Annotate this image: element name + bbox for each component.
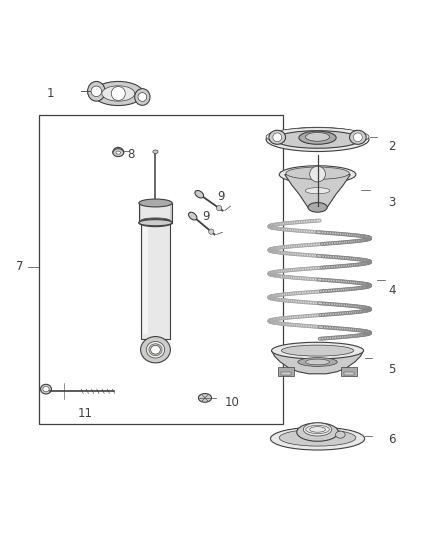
Circle shape [111, 86, 125, 101]
Text: 2: 2 [388, 140, 396, 152]
Ellipse shape [297, 423, 338, 441]
Circle shape [208, 229, 214, 235]
Ellipse shape [350, 130, 366, 144]
Ellipse shape [88, 82, 105, 101]
Text: 11: 11 [78, 407, 93, 419]
Ellipse shape [102, 86, 135, 101]
Circle shape [273, 133, 282, 142]
Ellipse shape [141, 336, 170, 363]
Ellipse shape [153, 150, 158, 154]
Bar [141, 205, 170, 221]
Text: 3: 3 [389, 197, 396, 209]
Ellipse shape [198, 393, 212, 402]
Text: 8: 8 [128, 148, 135, 161]
Text: 6: 6 [388, 433, 396, 446]
Text: 9: 9 [202, 209, 210, 223]
Bar [143, 225, 148, 334]
Circle shape [216, 206, 222, 211]
Ellipse shape [266, 128, 369, 146]
Ellipse shape [299, 131, 336, 144]
Ellipse shape [281, 345, 354, 356]
Ellipse shape [286, 167, 350, 179]
Circle shape [353, 133, 362, 142]
Bar [39, 115, 283, 424]
Ellipse shape [275, 131, 360, 148]
Ellipse shape [305, 133, 330, 141]
Ellipse shape [113, 149, 124, 157]
Bar [341, 367, 357, 376]
Text: 1: 1 [46, 87, 54, 100]
Text: 7: 7 [16, 260, 24, 273]
Ellipse shape [271, 427, 364, 450]
Bar [139, 203, 172, 223]
Ellipse shape [141, 218, 170, 223]
Ellipse shape [303, 423, 332, 436]
Bar [278, 367, 294, 376]
Ellipse shape [40, 384, 52, 394]
Ellipse shape [279, 166, 356, 183]
Ellipse shape [139, 199, 172, 207]
Ellipse shape [151, 345, 160, 354]
Ellipse shape [272, 342, 364, 359]
Bar [344, 372, 354, 375]
Ellipse shape [279, 430, 356, 446]
Ellipse shape [116, 151, 120, 154]
Ellipse shape [266, 127, 369, 151]
Ellipse shape [43, 386, 49, 392]
Ellipse shape [305, 188, 330, 194]
Polygon shape [285, 174, 350, 207]
Circle shape [310, 166, 325, 182]
Ellipse shape [188, 212, 197, 220]
Text: 9: 9 [217, 190, 225, 203]
Polygon shape [272, 351, 364, 374]
Text: 5: 5 [389, 363, 396, 376]
Circle shape [91, 86, 102, 96]
Ellipse shape [305, 359, 330, 365]
Text: 10: 10 [225, 396, 240, 409]
Ellipse shape [139, 220, 172, 226]
Ellipse shape [308, 203, 327, 212]
Text: 4: 4 [388, 284, 396, 297]
Ellipse shape [269, 130, 286, 144]
Ellipse shape [139, 219, 172, 227]
Ellipse shape [149, 344, 162, 356]
Ellipse shape [195, 190, 204, 198]
Bar [141, 221, 170, 339]
Ellipse shape [135, 88, 150, 106]
Bar [281, 372, 291, 375]
Ellipse shape [146, 342, 165, 358]
Ellipse shape [298, 358, 337, 366]
Ellipse shape [93, 82, 143, 106]
Circle shape [138, 93, 147, 101]
Ellipse shape [336, 431, 345, 438]
